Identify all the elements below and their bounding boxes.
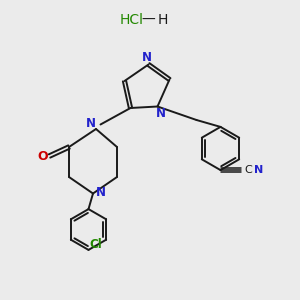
Text: C: C bbox=[244, 165, 252, 175]
Text: H: H bbox=[158, 13, 168, 26]
Text: N: N bbox=[142, 51, 152, 64]
Text: O: O bbox=[38, 149, 48, 163]
Text: N: N bbox=[85, 117, 96, 130]
Text: N: N bbox=[95, 185, 106, 199]
Text: HCl: HCl bbox=[120, 13, 144, 26]
Text: N: N bbox=[155, 106, 166, 120]
Text: Cl: Cl bbox=[89, 238, 102, 251]
Text: N: N bbox=[254, 165, 263, 175]
Text: —: — bbox=[142, 13, 155, 26]
